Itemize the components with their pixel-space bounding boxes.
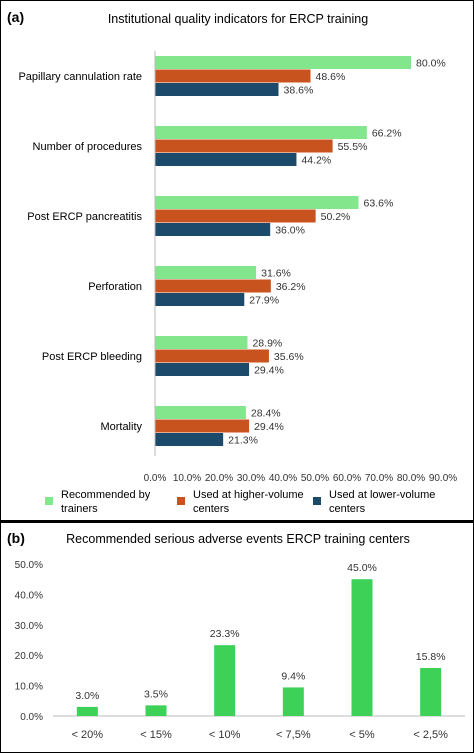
bar [155, 126, 367, 139]
y-tick-label: 40.0% [15, 590, 43, 601]
panel-b-label: (b) [7, 530, 25, 546]
data-label: 38.6% [284, 85, 314, 97]
y-tick-label: 50.0% [15, 560, 43, 571]
x-tick-label: 60.0% [333, 473, 361, 484]
x-tick-label: 80.0% [397, 473, 425, 484]
legend-swatch [45, 497, 53, 505]
category-label: Papillary cannulation rate [18, 71, 142, 83]
bar [155, 336, 248, 349]
x-category-label: < 15% [140, 729, 172, 741]
x-category-label: < 7,5% [276, 729, 311, 741]
x-tick-label: 30.0% [237, 473, 265, 484]
data-label: 44.2% [301, 155, 331, 167]
bar [155, 266, 257, 279]
x-category-label: < 10% [209, 729, 241, 741]
data-label: 55.5% [338, 141, 368, 153]
category-label: Post ERCP pancreatitis [27, 211, 142, 223]
bar [155, 223, 271, 236]
x-category-label: < 20% [72, 729, 104, 741]
category-label: Post ERCP bleeding [42, 351, 142, 363]
bar [155, 363, 250, 376]
bar [351, 579, 373, 716]
legend-label: centers [193, 503, 230, 515]
legend-label: Used at higher-volume [193, 489, 304, 501]
data-label: 36.0% [275, 225, 305, 237]
x-tick-label: 70.0% [365, 473, 393, 484]
data-label: 29.4% [254, 365, 284, 377]
bar [214, 645, 236, 716]
data-label: 48.6% [316, 71, 346, 83]
bar-chart-adverse-events: (b) Recommended serious adverse events E… [7, 530, 465, 741]
y-tick-label: 30.0% [15, 621, 43, 632]
bar [155, 209, 316, 223]
x-tick-label: 0.0% [144, 473, 167, 484]
x-tick-label: 40.0% [269, 473, 297, 484]
x-category-label: < 2,5% [413, 729, 448, 741]
bar [155, 433, 224, 446]
data-label: 35.6% [274, 351, 304, 363]
bar [155, 83, 279, 96]
bar [155, 56, 411, 69]
data-label: 63.6% [364, 198, 394, 210]
category-label: Number of procedures [33, 141, 143, 153]
data-label: 9.4% [281, 670, 305, 682]
chart-a-title: Institutional quality indicators for ERC… [108, 12, 368, 26]
bar [155, 279, 271, 293]
panel-a-label: (a) [7, 9, 24, 25]
x-tick-label: 90.0% [429, 473, 457, 484]
y-tick-label: 0.0% [20, 712, 43, 723]
x-tick-label: 10.0% [173, 473, 201, 484]
data-label: 36.2% [276, 281, 306, 293]
chart-b-title: Recommended serious adverse events ERCP … [66, 532, 410, 546]
bar [155, 419, 250, 433]
data-label: 21.3% [228, 435, 258, 447]
category-label: Mortality [100, 421, 142, 433]
legend-swatch [177, 497, 185, 505]
bar [155, 196, 359, 209]
bar-chart-quality-indicators: (a) Institutional quality indicators for… [7, 9, 457, 515]
bar [155, 69, 311, 83]
data-label: 3.0% [75, 690, 99, 702]
data-label: 45.0% [347, 562, 377, 574]
legend-label: Used at lower-volume [329, 489, 435, 501]
bar [282, 687, 304, 716]
data-label: 66.2% [372, 128, 402, 140]
data-label: 3.5% [144, 688, 168, 700]
bar [76, 706, 98, 716]
category-label: Perforation [88, 281, 142, 293]
data-label: 31.6% [261, 268, 291, 280]
bar [155, 293, 245, 306]
x-tick-label: 20.0% [205, 473, 233, 484]
legend-label: centers [329, 503, 366, 515]
bar [155, 406, 246, 419]
data-label: 28.9% [252, 338, 282, 350]
data-label: 27.9% [249, 295, 279, 307]
bar [155, 153, 297, 166]
data-label: 28.4% [251, 408, 281, 420]
legend-label: trainers [61, 503, 98, 515]
data-label: 80.0% [416, 58, 446, 70]
x-tick-label: 50.0% [301, 473, 329, 484]
bar [420, 667, 442, 716]
legend-swatch [313, 497, 321, 505]
panel-a: (a) Institutional quality indicators for… [0, 0, 474, 521]
legend-label: Recommended by [61, 489, 151, 501]
y-tick-label: 10.0% [15, 682, 43, 693]
data-label: 50.2% [321, 211, 351, 223]
data-label: 15.8% [416, 651, 446, 663]
y-tick-label: 20.0% [15, 651, 43, 662]
data-label: 29.4% [254, 421, 284, 433]
bar [145, 705, 167, 716]
panel-b: (b) Recommended serious adverse events E… [0, 521, 474, 753]
x-category-label: < 5% [349, 729, 375, 741]
bar [155, 139, 333, 153]
bar [155, 349, 269, 363]
data-label: 23.3% [210, 628, 240, 640]
